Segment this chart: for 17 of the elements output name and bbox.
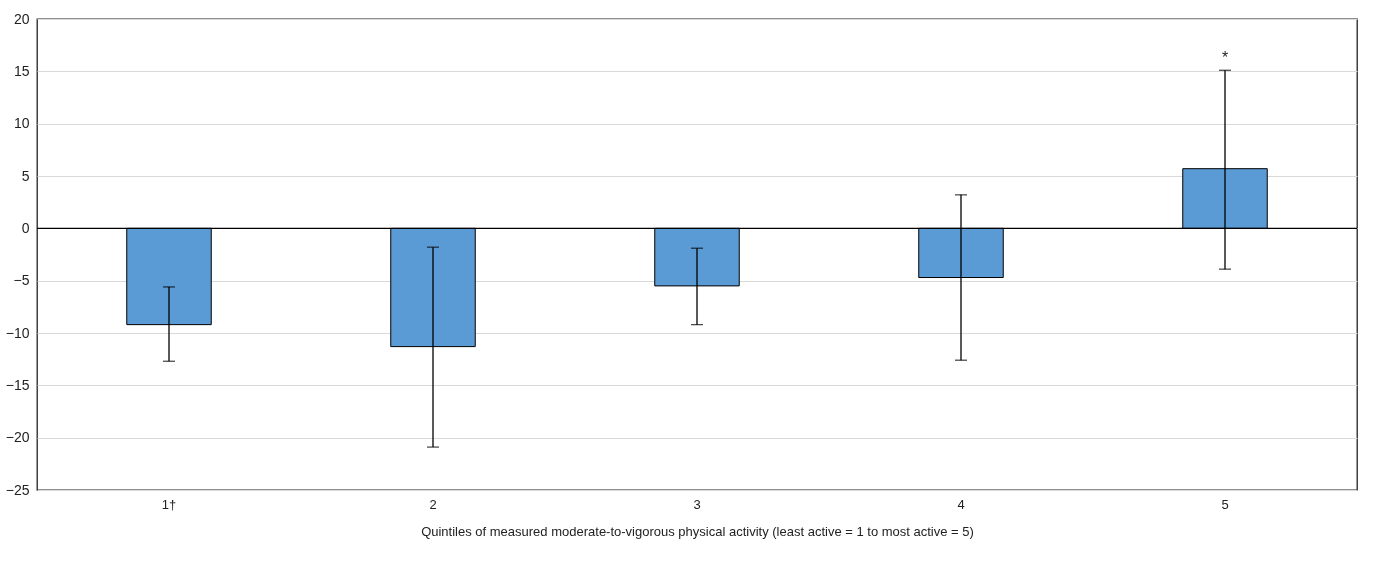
y-tick-label: 15: [13, 62, 30, 79]
x-tick-label: 1†: [161, 496, 177, 512]
y-tick-label: −25: [5, 481, 30, 498]
y-tick-label: −10: [5, 324, 30, 341]
y-tick-label: 0: [21, 219, 30, 236]
y-tick-label: −5: [13, 272, 30, 289]
x-tick-label: 4: [957, 496, 965, 512]
x-tick-label: 5: [1221, 496, 1229, 512]
y-tick-label: −20: [5, 429, 30, 446]
x-tick-label: 2: [429, 496, 437, 512]
y-tick-label: −15: [5, 376, 30, 393]
x-tick-label: 3: [693, 496, 701, 512]
y-tick-label: 10: [13, 115, 30, 132]
annotation: *: [1221, 49, 1229, 67]
y-tick-label: 5: [21, 167, 30, 184]
y-tick-label: 20: [13, 10, 30, 27]
x-axis-title: Quintiles of measured moderate-to-vigorous physical activity (least active = 1 to most active = 5): [421, 523, 974, 539]
